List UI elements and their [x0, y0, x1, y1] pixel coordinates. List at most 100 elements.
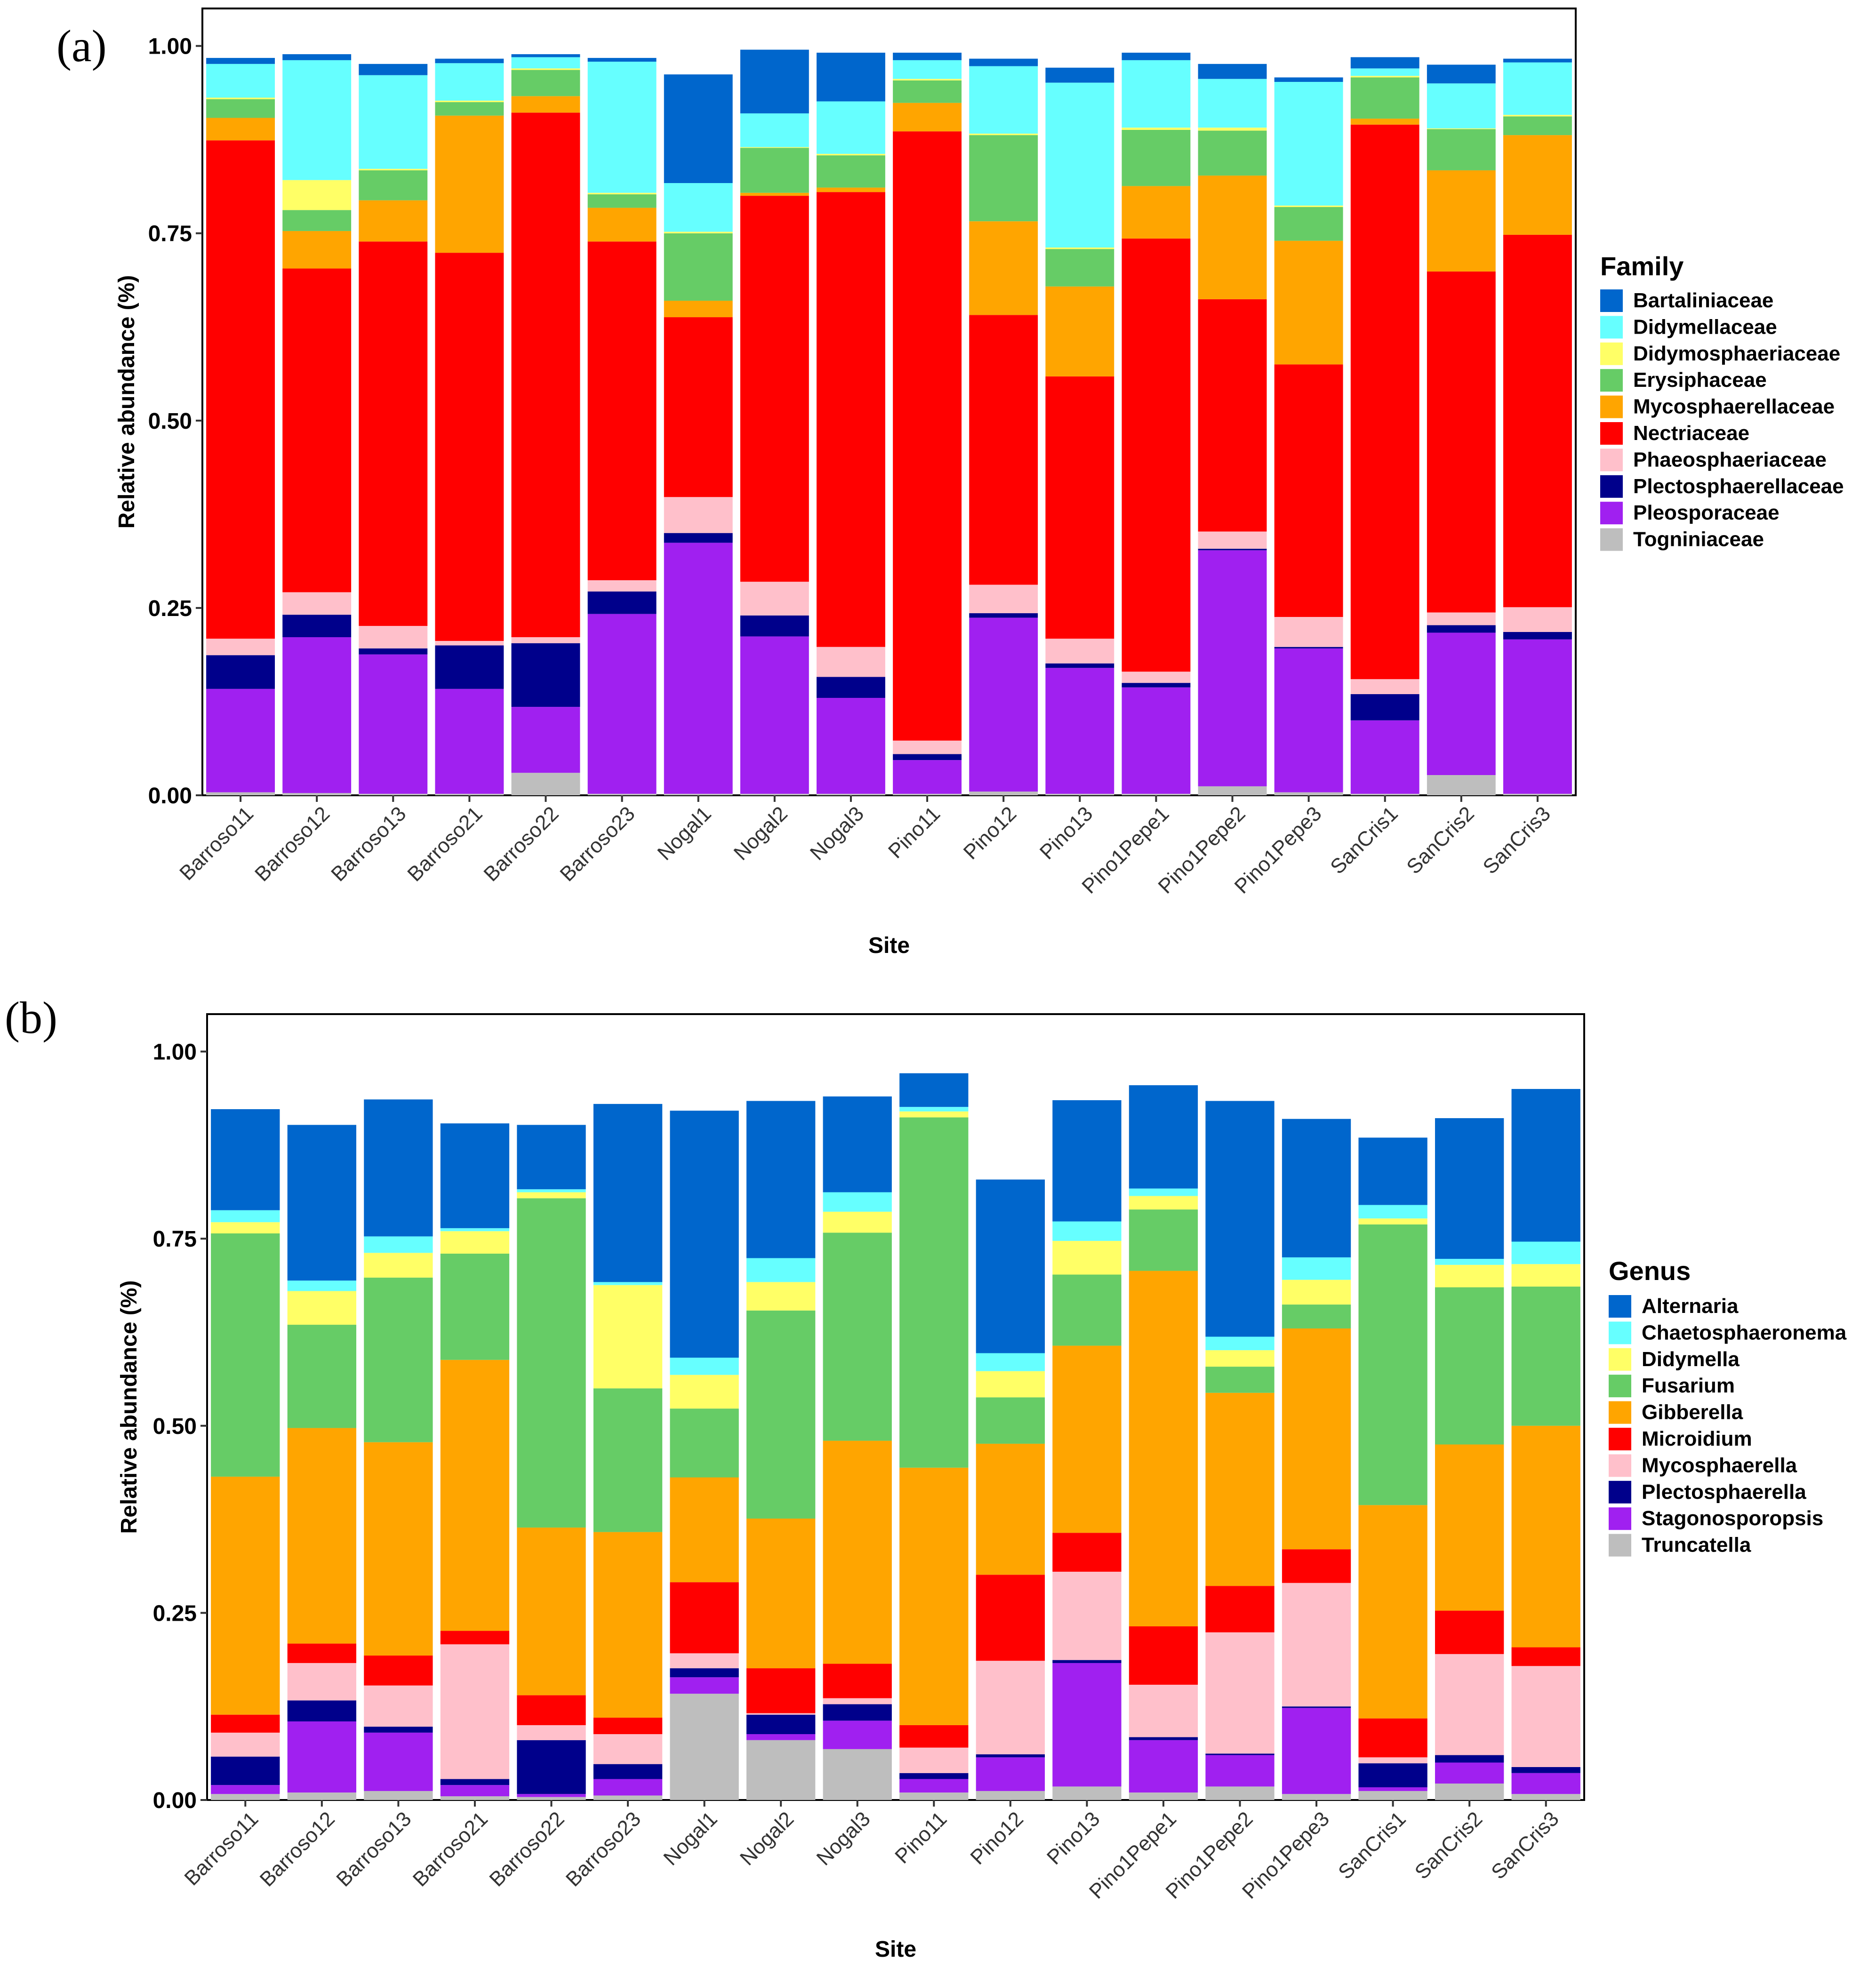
bar-segment-bartaliniaceae — [206, 58, 275, 64]
bar-segment-fusarium — [1205, 1367, 1275, 1393]
bar-segment-didymosphaeriaceae — [816, 153, 885, 156]
panel-label: (a) — [56, 21, 107, 71]
bar-segment-phaeosphaeriaceae — [1274, 617, 1343, 647]
bar-segment-didymella — [746, 1282, 816, 1311]
x-tick-label: SanCris2 — [1411, 1807, 1487, 1884]
x-tick-label: Nogal2 — [736, 1807, 798, 1870]
bar-segment-didymella — [899, 1111, 969, 1118]
bar-segment-plectosphaerellaceae — [1045, 663, 1114, 668]
bar-segment-didymosphaeriaceae — [664, 232, 733, 233]
bar-segment-bartaliniaceae — [1427, 64, 1496, 84]
bar-segment-fusarium — [1435, 1287, 1504, 1445]
bar-segment-plectosphaerellaceae — [664, 533, 733, 543]
bar-segment-fusarium — [287, 1325, 356, 1428]
bar-segment-gibberella — [899, 1467, 969, 1725]
bar-segment-fusarium — [1129, 1209, 1198, 1271]
legend-label: Didymella — [1642, 1348, 1740, 1371]
legend-swatch — [1609, 1454, 1631, 1477]
x-axis-title: Site — [868, 933, 910, 958]
bar-segment-mycosphaerellaceae — [1045, 286, 1114, 376]
bar-segment-truncatella — [670, 1694, 739, 1800]
bar-segment-plectosphaerella — [899, 1773, 969, 1779]
bar-segment-didymella — [1052, 1240, 1122, 1275]
bar-segment-truncatella — [1205, 1786, 1275, 1800]
bar-segment-plectosphaerellaceae — [1350, 694, 1419, 720]
bar-segment-mycosphaerellaceae — [664, 301, 733, 318]
bar-segment-bartaliniaceae — [1274, 77, 1343, 82]
bar-segment-bartaliniaceae — [511, 54, 580, 57]
bar-segment-mycosphaerellaceae — [511, 96, 580, 113]
bar-segment-alternaria — [899, 1073, 969, 1107]
bar-segment-mycosphaerella — [440, 1644, 510, 1779]
bar-segment-plectosphaerellaceae — [587, 591, 657, 614]
bar-segment-nectriaceae — [664, 317, 733, 497]
bar-segment-mycosphaerella — [593, 1734, 663, 1764]
bar-segment-didymosphaeriaceae — [1427, 128, 1496, 129]
bar-segment-plectosphaerella — [440, 1779, 510, 1785]
bar-segment-didymosphaeriaceae — [1045, 247, 1114, 249]
legend-label: Didymosphaeriaceae — [1633, 342, 1840, 365]
bar-segment-pleosporaceae — [893, 760, 962, 794]
y-tick-label: 1.00 — [148, 34, 192, 59]
bar-segment-plectosphaerella — [1205, 1753, 1275, 1755]
bar-segment-chaetosphaeronema — [1205, 1336, 1275, 1351]
bar-segment-stagonosporopsis — [287, 1721, 356, 1793]
bar-segment-mycosphaerellaceae — [1122, 186, 1191, 239]
legend-label: Alternaria — [1642, 1295, 1739, 1318]
bar-segment-erysiphaceae — [664, 233, 733, 301]
bar-segment-stagonosporopsis — [1205, 1755, 1275, 1787]
bar-segment-bartaliniaceae — [435, 58, 504, 64]
bar-segment-mycosphaerella — [364, 1685, 433, 1727]
bar-segment-pleosporaceae — [206, 688, 275, 792]
bar-segment-mycosphaerellaceae — [587, 208, 657, 242]
legend-label: Chaetosphaeronema — [1642, 1321, 1847, 1344]
bar-segment-plectosphaerella — [746, 1714, 816, 1735]
chart-panel-genus: (b)0.000.250.500.751.00Barroso11Barroso1… — [5, 992, 1847, 1962]
bar-segment-nectriaceae — [816, 192, 885, 647]
bar-segment-phaeosphaeriaceae — [1350, 679, 1419, 695]
bar-segment-stagonosporopsis — [976, 1757, 1045, 1791]
bar-segment-nectriaceae — [282, 268, 352, 592]
legend-swatch — [1600, 342, 1623, 365]
bar-segment-phaeosphaeriaceae — [740, 582, 809, 616]
bar-segment-nectriaceae — [359, 241, 428, 626]
bar-segment-microidium — [440, 1631, 510, 1645]
x-tick-label: Barroso22 — [485, 1807, 569, 1891]
bar-segment-didymella — [1205, 1350, 1275, 1367]
bar-segment-phaeosphaeriaceae — [587, 580, 657, 592]
bar-segment-erysiphaceae — [206, 99, 275, 118]
bar-segment-truncatella — [440, 1796, 510, 1800]
bar-segment-didymosphaeriaceae — [969, 133, 1038, 136]
bar-segment-alternaria — [976, 1179, 1045, 1353]
bar-segment-plectosphaerellaceae — [816, 677, 885, 698]
bar-segment-fusarium — [823, 1232, 892, 1441]
bar-segment-microidium — [899, 1725, 969, 1748]
bar-segment-microidium — [593, 1718, 663, 1735]
bar-segment-nectriaceae — [740, 196, 809, 582]
bar-segment-chaetosphaeronema — [593, 1282, 663, 1285]
bar-segment-pleosporaceae — [587, 614, 657, 794]
bar-segment-erysiphaceae — [1045, 249, 1114, 287]
bar-segment-didymellaceae — [282, 60, 352, 180]
legend-label: Bartaliniaceae — [1633, 289, 1773, 312]
bar-segment-gibberella — [1282, 1328, 1351, 1550]
legend-label: Stagonosporopsis — [1642, 1507, 1823, 1530]
y-tick-label: 0.00 — [148, 784, 192, 808]
bar-segment-mycosphaerella — [976, 1661, 1045, 1754]
bar-segment-didymella — [976, 1371, 1045, 1398]
bar-segment-alternaria — [517, 1125, 586, 1190]
bar-segment-stagonosporopsis — [1358, 1787, 1427, 1791]
bar-segment-mycosphaerella — [211, 1732, 280, 1757]
bar-segment-phaeosphaeriaceae — [1503, 607, 1572, 632]
bar-segment-plectosphaerellaceae — [359, 648, 428, 655]
legend-swatch — [1609, 1375, 1631, 1398]
bar-segment-erysiphaceae — [359, 170, 428, 200]
bar-segment-togniniaceae — [1045, 793, 1114, 795]
bar-segment-fusarium — [364, 1277, 433, 1442]
bar-segment-mycosphaerella — [746, 1713, 816, 1715]
bar-segment-stagonosporopsis — [593, 1779, 663, 1796]
legend-label: Fusarium — [1642, 1374, 1735, 1397]
bar-segment-mycosphaerellaceae — [893, 103, 962, 132]
y-tick-label: 0.75 — [153, 1227, 197, 1252]
bar-segment-nectriaceae — [587, 241, 657, 580]
